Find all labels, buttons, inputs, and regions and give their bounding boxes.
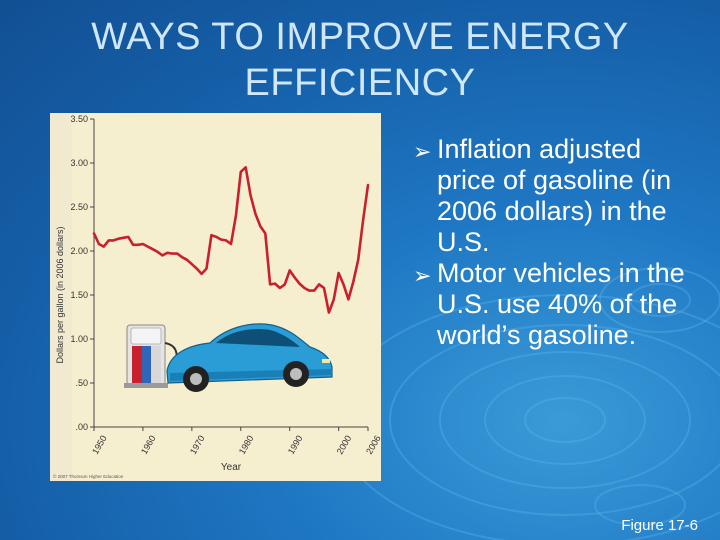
gasoline-price-figure: Dollars per gallon (in 2006 dollars) 3.5… [50,113,381,481]
arrow-bullet-icon: ➢ [413,263,432,288]
arrow-bullet-icon: ➢ [413,139,432,164]
left-margin [50,113,72,481]
y-tick-label: 1.50 [70,290,88,300]
figure-caption: Figure 17-6 [621,517,698,534]
y-tick-label: 2.50 [70,202,88,212]
y-tick-label: 2.00 [70,246,88,256]
y-tick-label: .50 [75,378,88,388]
x-axis-label: Year [221,462,242,473]
bullet-list: ➢ Inflation adjusted price of gasoline (… [413,134,705,351]
y-axis-label: Dollars per gallon (in 2006 dollars) [55,226,65,363]
bullet-text: Motor vehicles in the U.S. use 40% of th… [437,258,685,350]
y-axis-ticks: 3.50 3.00 2.50 2.00 1.50 1.00 .50 .00 [70,114,94,432]
gas-price-line [92,166,370,314]
bullet-text: Inflation adjusted price of gasoline (in… [437,134,672,257]
slide-title: WAYS TO IMPROVE ENERGY EFFICIENCY [91,16,629,104]
y-tick-label: .00 [75,422,88,432]
y-tick-label: 1.00 [70,334,88,344]
gas-pump-illustration [124,324,178,388]
bullet-item-gas-price: ➢ Inflation adjusted price of gasoline (… [413,134,705,258]
blue-car-illustration [166,323,333,392]
copyright-credit: © 2007 Thomson Higher Education [53,473,124,479]
bullet-item-vehicle-usage: ➢ Motor vehicles in the U.S. use 40% of … [413,258,705,351]
y-tick-label: 3.50 [70,114,88,124]
y-tick-label: 3.00 [70,158,88,168]
plot-background [72,113,381,481]
gasoline-price-chart: Dollars per gallon (in 2006 dollars) 3.5… [50,113,381,481]
